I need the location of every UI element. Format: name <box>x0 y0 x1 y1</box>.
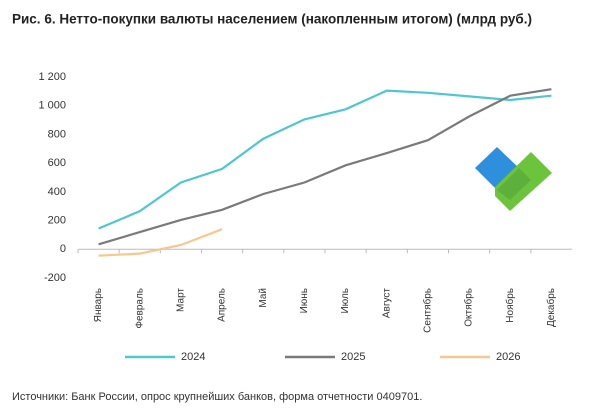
legend-label: 2025 <box>341 351 365 363</box>
series-line <box>98 88 552 246</box>
x-tick-label: Сентябрь <box>422 288 434 333</box>
chart-title: Рис. 6. Нетто-покупки валюты населением … <box>12 12 532 27</box>
y-tick-label: 400 <box>48 186 66 198</box>
y-tick-label: 0 <box>60 243 66 255</box>
y-tick-label: 1 200 <box>38 71 66 83</box>
y-tick-label: 200 <box>48 214 66 226</box>
x-tick-label: Декабрь <box>545 288 557 327</box>
x-tick-label: Апрель <box>217 288 228 322</box>
x-tick-label: Октябрь <box>463 288 475 327</box>
x-tick-label: Июнь <box>299 288 310 313</box>
x-tick-label: Март <box>176 288 187 312</box>
y-tick-label: 600 <box>48 157 66 169</box>
y-tick-label: -200 <box>44 272 66 284</box>
series-line <box>98 228 223 257</box>
legend-label: 2026 <box>496 351 520 363</box>
y-tick-label: 1 000 <box>38 100 66 112</box>
x-tick-label: Ноябрь <box>504 288 516 323</box>
x-tick-label: Январь <box>93 288 104 322</box>
legend-label: 2024 <box>181 351 205 363</box>
logo <box>475 147 552 211</box>
x-tick-label: Июль <box>340 288 351 314</box>
x-tick-label: Май <box>258 288 269 308</box>
x-tick-label: Август <box>381 288 392 319</box>
x-tick-label: Февраль <box>134 288 145 329</box>
series-line <box>98 89 552 230</box>
y-tick-label: 800 <box>48 128 66 140</box>
source-note: Источники: Банк России, опрос крупнейших… <box>12 391 422 403</box>
